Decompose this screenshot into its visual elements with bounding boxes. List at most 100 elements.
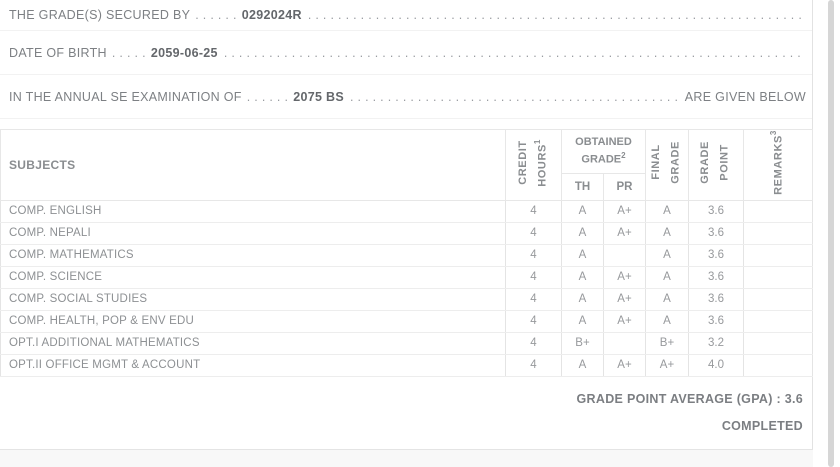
grade-sheet-content: THE GRADE(S) SECURED BY . . . . . . 0292…	[0, 0, 813, 449]
th-grade-cell: A	[561, 265, 604, 289]
th-grade-cell: A	[561, 287, 604, 311]
separator-dots: . . . . . .	[195, 8, 237, 22]
remarks-cell	[743, 353, 813, 377]
table-row: COMP. SCIENCE 4 A A+ A 3.6	[0, 265, 813, 289]
pr-grade-cell: A+	[603, 265, 646, 289]
gpa-label: GRADE POINT AVERAGE (GPA)	[576, 391, 773, 406]
remarks-header-text: REMARKS3	[769, 130, 785, 195]
th-grade-cell: A	[561, 353, 604, 377]
dot-leader: . . . . . . . . . . . . . . . . . . . . …	[223, 45, 806, 60]
credit-hours-cell: 4	[505, 265, 562, 289]
grades-secured-line: THE GRADE(S) SECURED BY . . . . . . 0292…	[0, 0, 812, 31]
credit-hours-cell: 4	[505, 353, 562, 377]
completion-status: COMPLETED	[721, 418, 803, 433]
examination-year-line: IN THE ANNUAL SE EXAMINATION OF . . . . …	[0, 75, 812, 119]
obtained-grade-header: OBTAINED GRADE2	[561, 129, 646, 174]
table-body: COMP. ENGLISH 4 A A+ A 3.6 COMP. NEPALI …	[0, 199, 813, 377]
separator-dots: . . . . . .	[246, 89, 289, 104]
credit-hours-cell: 4	[505, 199, 562, 223]
final-grade-cell: A	[645, 243, 689, 267]
th-grade-cell: A	[561, 309, 604, 333]
table-row: COMP. MATHEMATICS 4 A A 3.6	[0, 243, 813, 267]
final-grade-cell: A	[645, 199, 689, 223]
symbol-number-value: 0292024R	[241, 8, 302, 22]
credit-hours-header-text: CREDIT HOURS1	[516, 138, 549, 187]
examination-year-value: 2075 BS	[293, 89, 344, 104]
are-given-below-label: ARE GIVEN BELOW	[684, 89, 806, 104]
grade-point-cell: 3.6	[688, 265, 744, 289]
grades-table-header: SUBJECTS CREDIT HOURS1 OBTAINED GRADE2 F…	[0, 129, 813, 201]
subject-cell: COMP. SCIENCE	[0, 265, 506, 289]
final-grade-cell: B+	[645, 331, 689, 355]
gpa-separator: :	[772, 391, 785, 406]
pr-grade-cell	[603, 331, 646, 355]
final-grade-cell: A+	[645, 353, 689, 377]
grade-point-header-text: GRADE POINT	[699, 141, 731, 184]
th-grade-cell: B+	[561, 331, 604, 355]
grade-point-header: GRADE POINT	[688, 129, 744, 201]
pr-subheader: PR	[603, 172, 646, 201]
credit-hours-cell: 4	[505, 287, 562, 311]
table-row: COMP. ENGLISH 4 A A+ A 3.6	[0, 199, 813, 223]
table-row: OPT.II OFFICE MGMT & ACCOUNT 4 A A+ A+ 4…	[0, 353, 813, 377]
vertical-scrollbar[interactable]	[828, 0, 834, 467]
table-row: COMP. NEPALI 4 A A+ A 3.6	[0, 221, 813, 245]
separator-dots: . . . . .	[111, 45, 146, 60]
date-of-birth-line: DATE OF BIRTH . . . . . 2059-06-25 . . .…	[0, 31, 812, 75]
grade-point-cell: 3.6	[688, 287, 744, 311]
th-subheader: TH	[561, 172, 604, 201]
remarks-cell	[743, 243, 813, 267]
remarks-cell	[743, 309, 813, 333]
final-grade-header-text: FINAL GRADE	[650, 141, 682, 184]
subject-cell: COMP. SOCIAL STUDIES	[0, 287, 506, 311]
table-row: COMP. HEALTH, POP & ENV EDU 4 A A+ A 3.6	[0, 309, 813, 333]
date-of-birth-label: DATE OF BIRTH	[9, 45, 107, 60]
grade-point-cell: 3.6	[688, 221, 744, 245]
final-grade-cell: A	[645, 221, 689, 245]
grade-point-cell: 3.2	[688, 331, 744, 355]
final-grade-header: FINAL GRADE	[645, 129, 689, 201]
remarks-cell	[743, 265, 813, 289]
grades-secured-label: THE GRADE(S) SECURED BY	[9, 8, 191, 22]
pr-grade-cell: A+	[603, 353, 646, 377]
remarks-cell	[743, 287, 813, 311]
final-grade-cell: A	[645, 265, 689, 289]
final-grade-cell: A	[645, 287, 689, 311]
examination-label: IN THE ANNUAL SE EXAMINATION OF	[9, 89, 242, 104]
final-grade-cell: A	[645, 309, 689, 333]
th-grade-cell: A	[561, 243, 604, 267]
table-row: OPT.I ADDITIONAL MATHEMATICS 4 B+ B+ 3.2	[0, 331, 813, 355]
gpa-line: GRADE POINT AVERAGE (GPA) : 3.6	[0, 392, 803, 406]
subject-cell: OPT.I ADDITIONAL MATHEMATICS	[0, 331, 506, 355]
pr-grade-cell: A+	[603, 199, 646, 223]
subjects-header: SUBJECTS	[0, 129, 506, 201]
th-grade-cell: A	[561, 199, 604, 223]
table-row: COMP. SOCIAL STUDIES 4 A A+ A 3.6	[0, 287, 813, 311]
pr-grade-cell: A+	[603, 287, 646, 311]
remarks-cell	[743, 199, 813, 223]
dot-leader: . . . . . . . . . . . . . . . . . . . . …	[350, 89, 681, 104]
remarks-cell	[743, 221, 813, 245]
subject-cell: COMP. NEPALI	[0, 221, 506, 245]
pr-grade-cell: A+	[603, 221, 646, 245]
footer-strip	[0, 449, 813, 467]
date-of-birth-value: 2059-06-25	[150, 45, 218, 60]
pr-grade-cell: A+	[603, 309, 646, 333]
gpa-value: 3.6	[784, 391, 803, 406]
subject-cell: COMP. ENGLISH	[0, 199, 506, 223]
grade-point-cell: 3.6	[688, 243, 744, 267]
credit-hours-cell: 4	[505, 309, 562, 333]
credit-hours-header: CREDIT HOURS1	[505, 129, 562, 201]
subject-cell: COMP. HEALTH, POP & ENV EDU	[0, 309, 506, 333]
grades-table: SUBJECTS CREDIT HOURS1 OBTAINED GRADE2 F…	[0, 129, 813, 377]
th-grade-cell: A	[561, 221, 604, 245]
remarks-cell	[743, 331, 813, 355]
credit-hours-cell: 4	[505, 221, 562, 245]
dot-leader: . . . . . . . . . . . . . . . . . . . . …	[307, 8, 806, 22]
grade-point-cell: 3.6	[688, 309, 744, 333]
credit-hours-cell: 4	[505, 331, 562, 355]
pr-grade-cell	[603, 243, 646, 267]
subject-cell: OPT.II OFFICE MGMT & ACCOUNT	[0, 353, 506, 377]
remarks-header: REMARKS3	[743, 129, 813, 201]
